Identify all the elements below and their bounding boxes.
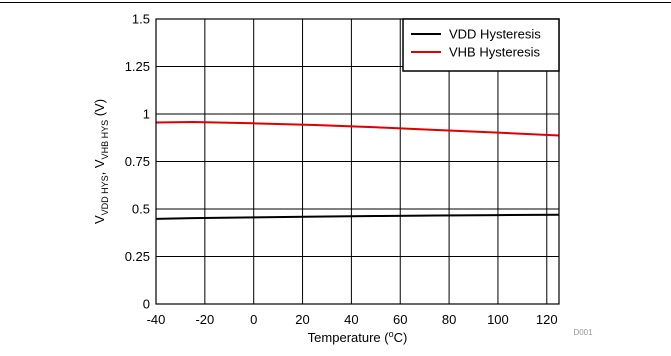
x-tick-label: 80 xyxy=(442,312,456,327)
legend: VDD Hysteresis VHB Hysteresis xyxy=(402,18,560,72)
y-tick-label: 1 xyxy=(143,107,150,122)
y-tick-label: 1.5 xyxy=(132,12,150,27)
y-tick-label: 0 xyxy=(143,297,150,312)
figure-code: D001 xyxy=(573,328,593,337)
x-tick-label: 0 xyxy=(250,312,257,327)
plot-frame xyxy=(155,18,560,305)
x-tick-label: -40 xyxy=(147,312,166,327)
x-tick-label: 120 xyxy=(536,312,558,327)
legend-label-1: VDD Hysteresis xyxy=(449,27,541,42)
x-tick-label: 60 xyxy=(393,312,407,327)
x-axis-title: Temperature (oC) xyxy=(308,329,408,345)
x-tick-label: 40 xyxy=(344,312,358,327)
y-tick-label: 0.5 xyxy=(132,202,150,217)
y-tick-label: 0.75 xyxy=(125,154,150,169)
y-axis-title: VVDD HYS, VVHB HYS (V) xyxy=(92,99,110,224)
top-rule xyxy=(0,2,671,3)
x-tick-label: 20 xyxy=(295,312,309,327)
x-tick-label: -20 xyxy=(195,312,214,327)
y-tick-label: 0.25 xyxy=(125,249,150,264)
y-tick-label: 1.25 xyxy=(125,59,150,74)
legend-label-2: VHB Hysteresis xyxy=(449,45,541,60)
x-tick-label: 100 xyxy=(487,312,509,327)
series-line-2 xyxy=(155,120,560,137)
series-line-1 xyxy=(155,213,560,220)
legend-box xyxy=(402,18,560,72)
